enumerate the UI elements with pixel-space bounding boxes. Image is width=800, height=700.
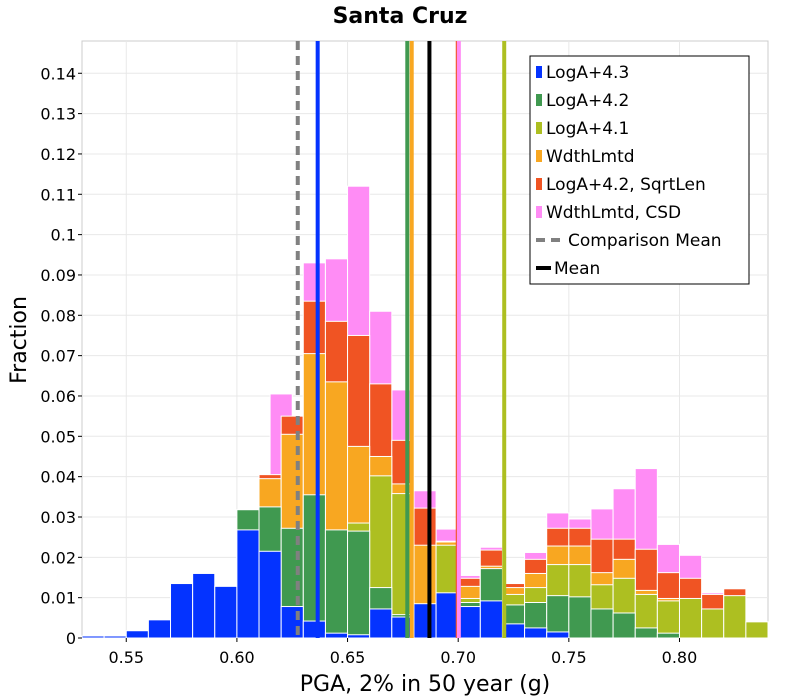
bar-loga-4-3: [125, 630, 149, 639]
bar-loga-4-2: [612, 612, 636, 639]
bar-loga-4-2: [656, 632, 680, 639]
bar-loga-4-3: [347, 634, 371, 639]
bar-loga-4-3: [214, 585, 238, 639]
legend-label-loga-4-1: LogA+4.1: [546, 119, 629, 139]
x-tick-label: 0.60: [219, 648, 255, 667]
bar-loga-4-1: [678, 597, 703, 639]
legend-swatch-loga-4-1: [536, 122, 542, 134]
bar-loga-4-1: [745, 621, 769, 639]
bar-loga-4-3: [192, 572, 216, 639]
y-axis-label: Fraction: [7, 296, 32, 384]
legend-swatch-loga-4-2: [536, 94, 542, 106]
bar-loga-4-3: [369, 608, 393, 639]
legend-swatch-wdthlmtd: [536, 150, 542, 162]
y-tick-label: 0.02: [40, 548, 76, 567]
y-tick-label: 0.05: [40, 427, 76, 446]
bar-loga-4-3: [280, 606, 304, 639]
bar-loga-4-2: [568, 596, 592, 639]
bar-loga-4-3: [170, 583, 194, 639]
legend-label-wdthlmtd: WdthLmtd: [546, 147, 635, 167]
y-tick-label: 0: [66, 629, 76, 648]
legend-swatch-wdthlmtd-csd: [536, 206, 542, 218]
y-tick-label: 0.08: [40, 306, 76, 325]
bar-loga-4-2: [590, 608, 614, 639]
bar-loga-4-2: [634, 627, 658, 639]
bar-loga-4-2: [347, 530, 371, 639]
bar-loga-4-3: [324, 632, 349, 639]
legend-label-comparison-mean: Comparison Mean: [568, 231, 722, 251]
bar-loga-4-2: [302, 494, 326, 639]
legend-label-loga-4-2: LogA+4.2: [546, 91, 629, 111]
legend-swatch-loga-4-3: [536, 66, 542, 78]
x-tick-label: 0.70: [440, 648, 476, 667]
histogram-bars: [81, 185, 769, 639]
x-tick-label: 0.80: [662, 648, 698, 667]
legend-label-loga-4-2-sqrtlen: LogA+4.2, SqrtLen: [546, 175, 706, 195]
legend-swatch-loga-4-2-sqrtlen: [536, 178, 542, 190]
legend-box: [529, 55, 750, 285]
bar-loga-4-3: [302, 620, 326, 639]
legend-label-loga-4-3: LogA+4.3: [546, 63, 629, 83]
y-tick-label: 0.04: [40, 468, 76, 487]
legend-label-mean: Mean: [554, 259, 600, 279]
x-tick-label: 0.75: [551, 648, 587, 667]
y-tick-label: 0.09: [40, 266, 76, 285]
bar-loga-4-3: [147, 619, 172, 639]
x-tick-label: 0.65: [330, 648, 366, 667]
bar-loga-4-1: [701, 608, 725, 639]
bar-loga-4-2: [324, 529, 349, 639]
bar-loga-4-3: [103, 635, 127, 639]
bar-loga-4-3: [413, 603, 437, 639]
y-tick-label: 0.07: [40, 347, 76, 366]
y-tick-label: 0.1: [51, 226, 76, 245]
y-tick-label: 0.14: [40, 64, 76, 83]
bar-loga-4-3: [479, 600, 503, 639]
bar-loga-4-3: [457, 606, 481, 639]
x-axis-ticks: 0.55 0.60 0.65 0.70 0.75 0.80: [108, 638, 697, 667]
y-tick-label: 0.13: [40, 105, 76, 124]
legend-label-wdthlmtd-csd: WdthLmtd, CSD: [546, 203, 681, 223]
y-tick-label: 0.06: [40, 387, 76, 406]
bar-loga-4-3: [236, 529, 260, 639]
bar-loga-4-3: [524, 627, 548, 639]
y-tick-label: 0.01: [40, 589, 76, 608]
chart-title: Santa Cruz: [333, 4, 468, 29]
y-axis-ticks: 0 0.01 0.02 0.03 0.04 0.05 0.06 0.07 0.08 0.09 0.1…: [40, 64, 82, 648]
bar-loga-4-1: [723, 595, 747, 639]
y-tick-label: 0.12: [40, 145, 76, 164]
x-axis-label: PGA, 2% in 50 year (g): [300, 672, 551, 697]
bar-loga-4-3: [258, 550, 282, 639]
x-tick-label: 0.55: [108, 648, 144, 667]
bar-loga-4-3: [435, 592, 459, 639]
chart-legend: LogA+4.3 LogA+4.2 LogA+4.1 WdthLmtd LogA+4.2…: [529, 55, 750, 285]
bar-loga-4-3: [81, 635, 105, 639]
y-tick-label: 0.03: [40, 508, 76, 527]
bar-loga-4-1: [656, 600, 680, 639]
mean-lines: [295, 41, 507, 638]
y-tick-label: 0.11: [40, 185, 76, 204]
bar-loga-4-3: [546, 631, 570, 639]
